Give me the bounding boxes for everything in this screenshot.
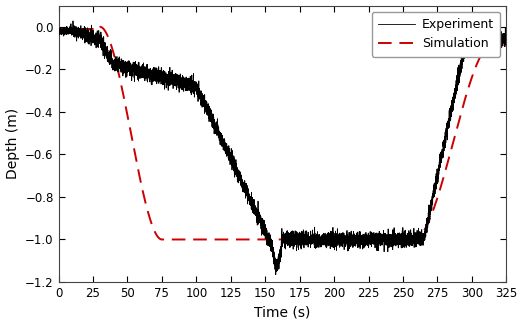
Experiment	[466, 17, 472, 21]
Experiment	[272, 273, 279, 277]
Experiment	[319, 239, 325, 243]
Simulation	[237, 238, 244, 241]
Line: Simulation: Simulation	[59, 27, 506, 240]
Experiment	[487, 32, 494, 36]
Line: Experiment: Experiment	[59, 19, 506, 275]
Simulation	[55, 27, 62, 31]
Simulation	[97, 25, 104, 29]
Simulation	[159, 238, 165, 241]
Experiment	[454, 85, 461, 89]
Experiment	[96, 36, 103, 40]
Simulation	[414, 237, 420, 241]
Simulation	[364, 238, 370, 241]
Simulation	[101, 29, 108, 32]
Experiment	[272, 263, 279, 267]
Simulation	[503, 44, 509, 48]
Experiment	[55, 28, 62, 32]
Experiment	[503, 37, 509, 41]
X-axis label: Time (s): Time (s)	[254, 306, 311, 319]
Simulation	[254, 238, 260, 241]
Legend: Experiment, Simulation: Experiment, Simulation	[372, 12, 500, 57]
Simulation	[405, 238, 412, 241]
Y-axis label: Depth (m): Depth (m)	[6, 108, 19, 179]
Experiment	[198, 95, 204, 98]
